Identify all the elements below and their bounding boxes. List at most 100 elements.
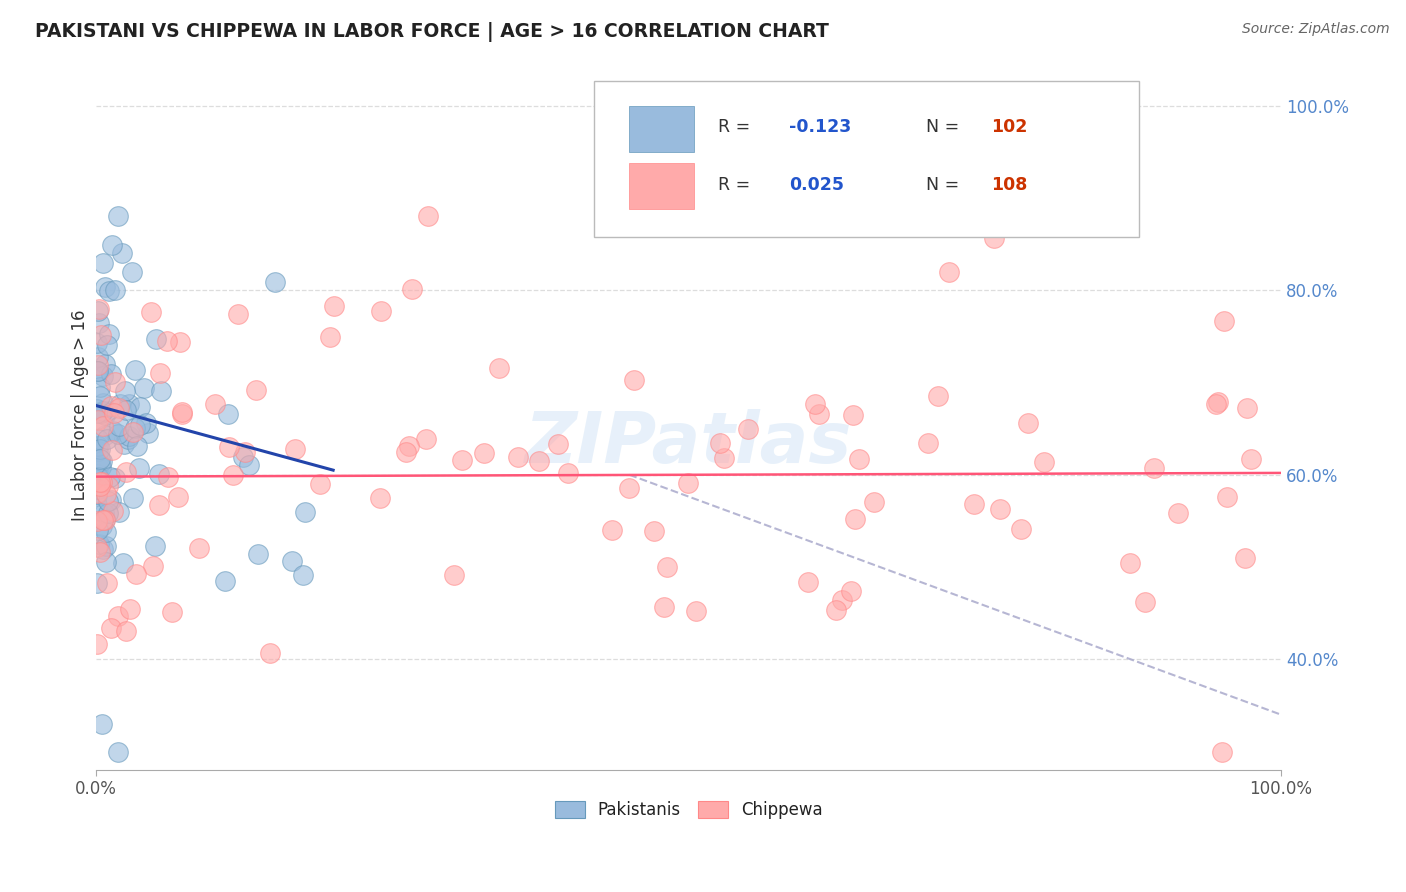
Point — [87, 413, 110, 427]
Text: -0.123: -0.123 — [789, 118, 852, 136]
Point — [938, 265, 960, 279]
Point — [91, 404, 114, 418]
Point — [89, 545, 111, 559]
Point — [87, 432, 110, 446]
Point — [160, 605, 183, 619]
Point — [415, 432, 437, 446]
Point — [323, 299, 346, 313]
Point — [148, 467, 170, 481]
Point — [86, 498, 108, 512]
Point — [988, 501, 1011, 516]
Point — [143, 540, 166, 554]
Point — [118, 429, 141, 443]
Point — [87, 364, 110, 378]
Point — [91, 542, 114, 557]
Point — [368, 491, 391, 506]
Point — [86, 541, 108, 555]
Point — [848, 451, 870, 466]
Point — [1206, 394, 1229, 409]
Point — [1010, 522, 1032, 536]
Point — [737, 421, 759, 435]
Point — [90, 404, 112, 418]
Point — [87, 523, 110, 537]
Point — [1236, 401, 1258, 416]
Point — [114, 384, 136, 398]
Point — [488, 361, 510, 376]
Point — [89, 301, 111, 316]
Point — [145, 333, 167, 347]
Point — [96, 432, 118, 446]
Point — [101, 237, 124, 252]
Point — [370, 304, 392, 318]
Point — [86, 467, 108, 482]
Text: R =: R = — [718, 177, 756, 194]
Point — [557, 467, 579, 481]
Point — [104, 283, 127, 297]
Point — [808, 407, 831, 421]
Point — [93, 280, 115, 294]
Point — [87, 316, 110, 330]
Point — [156, 334, 179, 348]
Point — [963, 497, 986, 511]
Point — [619, 481, 641, 495]
Point — [91, 717, 114, 731]
Point — [89, 389, 111, 403]
Point — [100, 493, 122, 508]
Point — [86, 402, 108, 417]
Point — [96, 338, 118, 352]
Point — [927, 389, 949, 403]
Text: N =: N = — [925, 177, 965, 194]
Point — [90, 406, 112, 420]
Point — [652, 600, 675, 615]
Point — [623, 374, 645, 388]
Point — [94, 524, 117, 539]
Point — [1167, 506, 1189, 520]
Point — [917, 436, 939, 450]
FancyBboxPatch shape — [630, 162, 695, 209]
Point — [86, 336, 108, 351]
Text: N =: N = — [925, 118, 965, 136]
Point — [115, 403, 138, 417]
Point — [547, 437, 569, 451]
Text: 102: 102 — [991, 118, 1026, 136]
Point — [86, 638, 108, 652]
Point — [91, 418, 114, 433]
Point — [89, 380, 111, 394]
Point — [107, 401, 129, 415]
Point — [416, 210, 439, 224]
Point — [217, 407, 239, 421]
Point — [1143, 460, 1166, 475]
Point — [91, 475, 114, 490]
Point — [89, 479, 111, 493]
Point — [187, 541, 209, 556]
Point — [142, 558, 165, 573]
Point — [86, 487, 108, 501]
Point — [94, 513, 117, 527]
Point — [167, 491, 190, 505]
Point — [508, 450, 530, 465]
Point — [124, 363, 146, 377]
Point — [127, 439, 149, 453]
Point — [218, 440, 240, 454]
Point — [170, 407, 193, 421]
Point — [87, 467, 110, 481]
Point — [124, 420, 146, 434]
Point — [643, 524, 665, 538]
Point — [111, 246, 134, 260]
Point — [118, 602, 141, 616]
Point — [86, 514, 108, 528]
Point — [96, 539, 118, 553]
Text: Source: ZipAtlas.com: Source: ZipAtlas.com — [1241, 22, 1389, 37]
Legend: Pakistanis, Chippewa: Pakistanis, Chippewa — [548, 794, 830, 826]
Point — [117, 432, 139, 446]
Point — [125, 566, 148, 581]
Point — [87, 451, 110, 466]
Point — [89, 451, 111, 466]
Point — [87, 439, 110, 453]
Point — [395, 445, 418, 459]
Point — [841, 408, 863, 422]
Point — [122, 425, 145, 439]
Point — [90, 518, 112, 533]
Point — [104, 471, 127, 485]
Point — [245, 383, 267, 397]
